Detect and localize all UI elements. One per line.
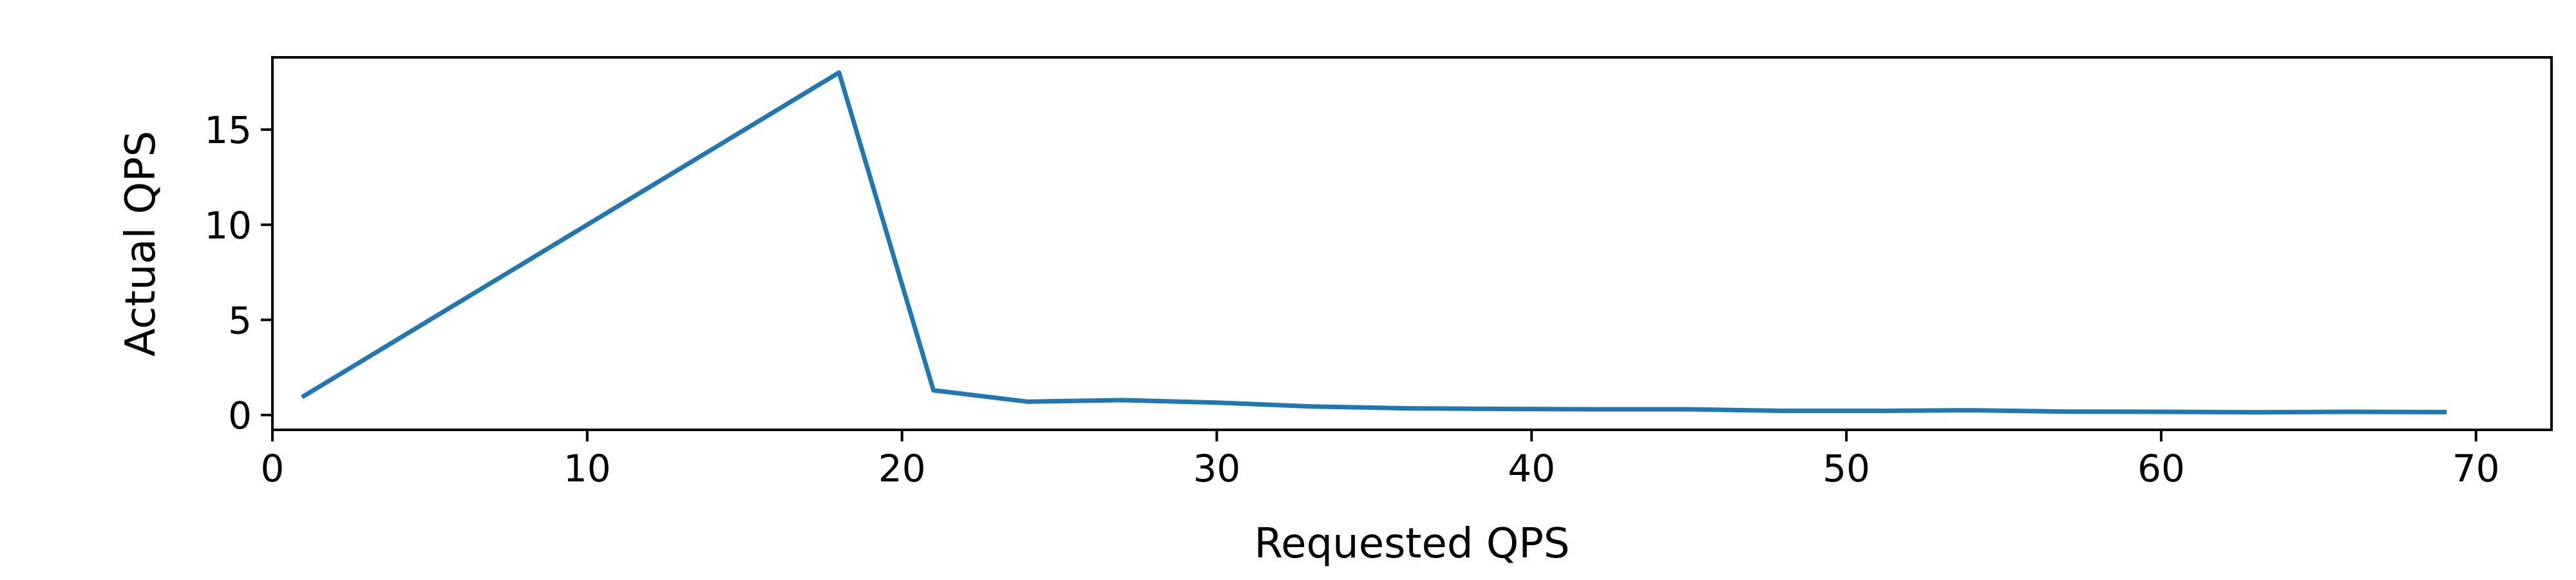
x-tick-label: 20 xyxy=(878,447,926,490)
x-tick-label: 50 xyxy=(1823,447,1870,490)
y-tick-label: 10 xyxy=(204,204,252,247)
x-tick-label: 10 xyxy=(564,447,611,490)
x-tick-label: 40 xyxy=(1508,447,1555,490)
x-tick-label: 0 xyxy=(261,447,285,490)
y-axis-label: Actual QPS xyxy=(117,131,165,356)
y-tick-label: 5 xyxy=(228,298,252,342)
x-tick-label: 60 xyxy=(2137,447,2185,490)
x-axis-label: Requested QPS xyxy=(1255,520,1570,568)
x-tick-label: 30 xyxy=(1193,447,1241,490)
series-layer xyxy=(301,70,2447,415)
plot-frame xyxy=(271,56,2553,431)
series-line xyxy=(301,70,2447,415)
y-tick-label: 15 xyxy=(204,108,252,152)
y-tick-label: 0 xyxy=(228,394,252,438)
x-axis-ticks: 0 10 20 30 40 50 60 70 xyxy=(261,430,2500,490)
y-axis-ticks: 0 5 10 15 xyxy=(204,108,272,438)
x-tick-label: 70 xyxy=(2452,447,2500,490)
